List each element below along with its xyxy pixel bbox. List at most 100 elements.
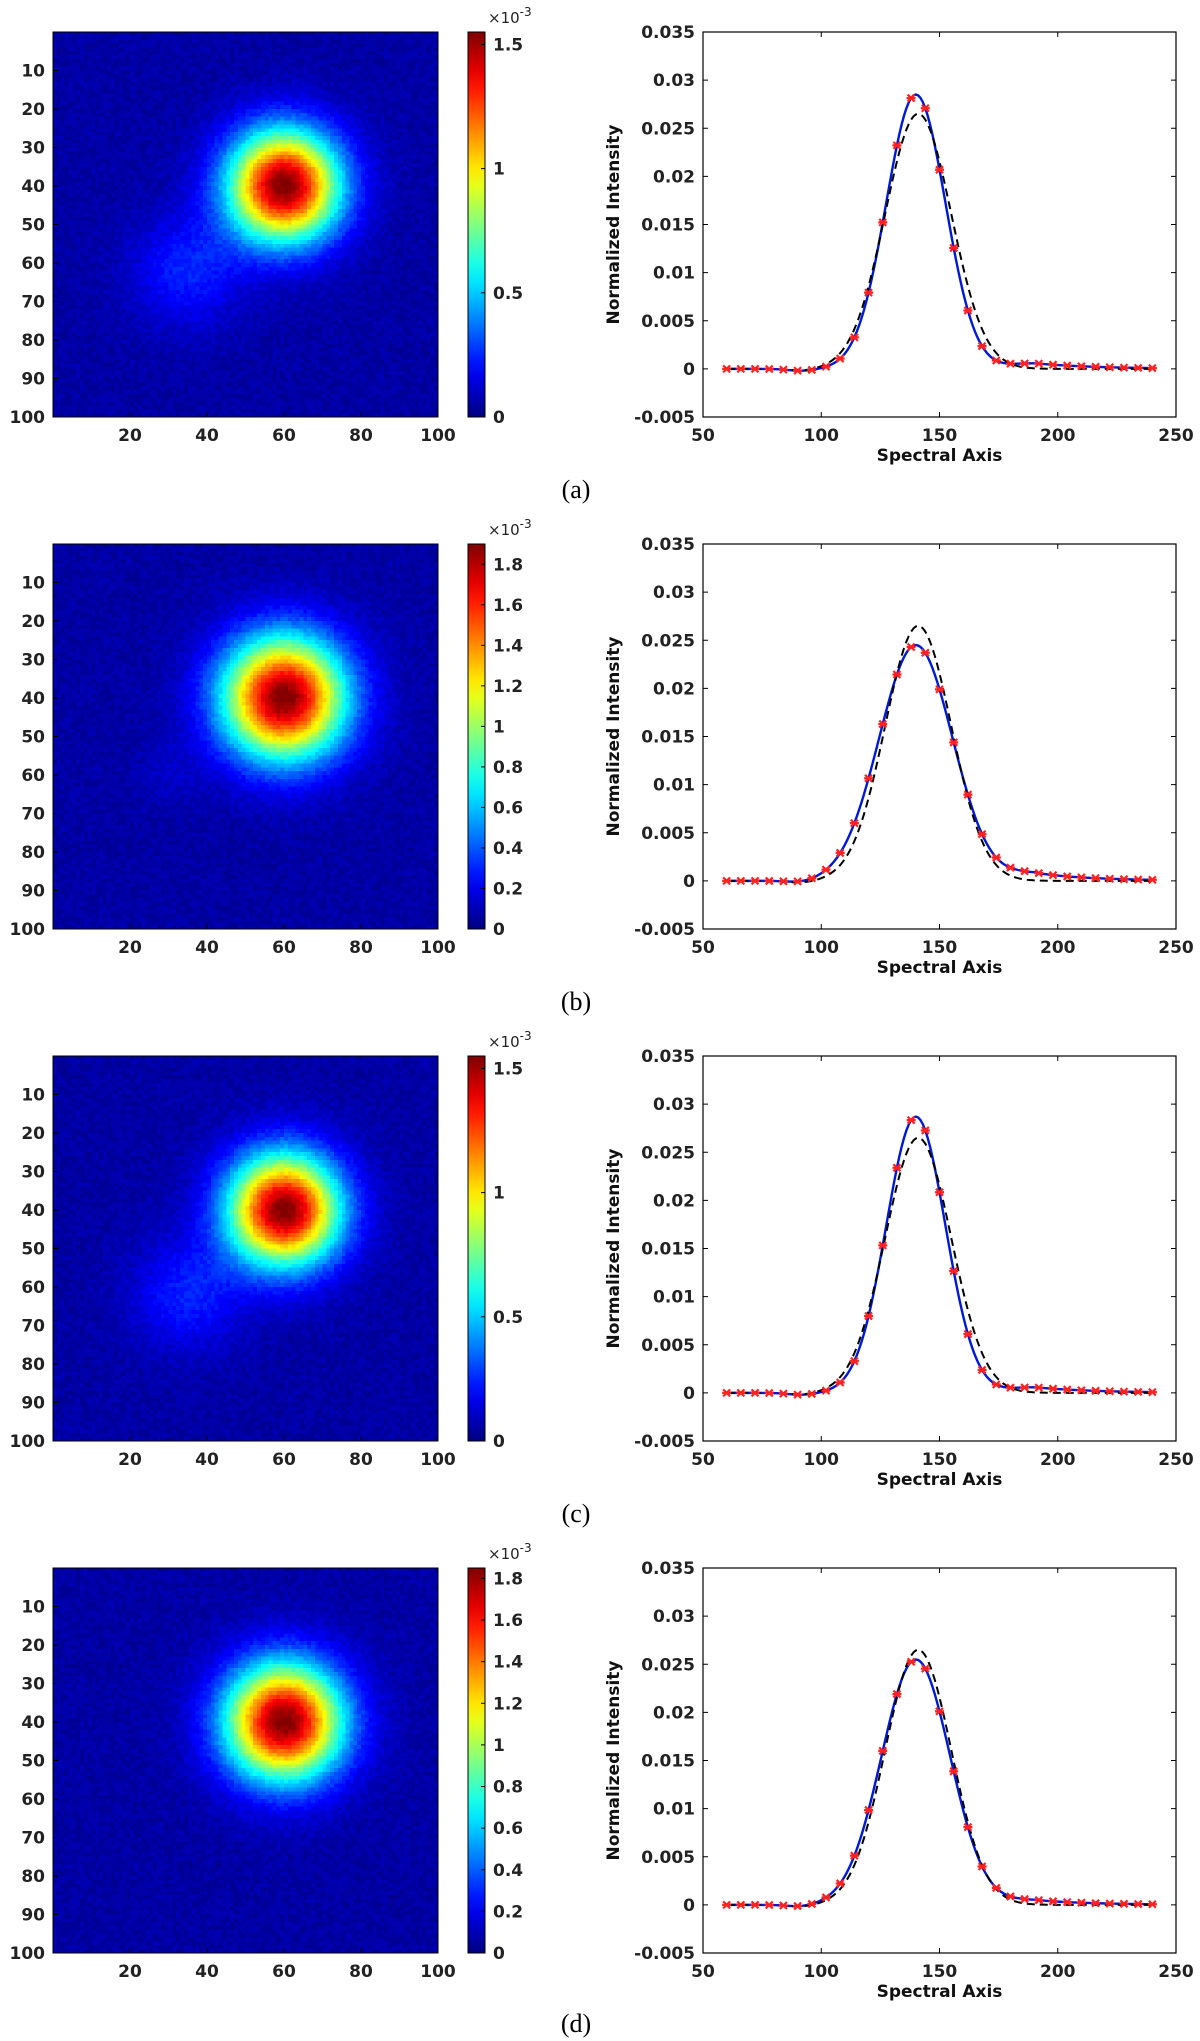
heatmap-xtick-label: 20	[118, 426, 142, 446]
colorbar-exponent-base: ×10	[488, 9, 520, 27]
spectrum-xtick-label: 150	[922, 1450, 958, 1470]
panel-caption: (c)	[562, 1499, 591, 1528]
series-markers	[722, 1115, 1157, 1399]
heatmap-xtick-label: 80	[349, 426, 373, 446]
colorbar-exponent: ×10-3	[488, 5, 532, 27]
colorbar-b: 0 0.2 0.4 0.6 0.8 1 1.2 1.4 1.6 1.8 ×10-3	[467, 517, 532, 940]
spectrum-ytick-label: 0.03	[653, 71, 695, 91]
data-point-marker	[1091, 1386, 1101, 1396]
spectrum-frame	[702, 1055, 1177, 1442]
spectrum-ytick-label: 0.025	[641, 1143, 695, 1163]
spectrum-xtick-label: 150	[922, 938, 958, 958]
data-point-marker	[991, 356, 1001, 365]
heatmap-ytick-label: 80	[21, 331, 45, 351]
data-point-marker	[807, 873, 817, 883]
data-point-marker	[1105, 1386, 1115, 1396]
plot-background	[703, 1568, 1176, 1953]
data-point-marker	[750, 364, 760, 374]
colorbar-exponent: ×10-3	[488, 1541, 532, 1563]
colorbar-exponent-base: ×10	[488, 1545, 520, 1563]
panel-caption: (b)	[561, 987, 591, 1016]
spectrum-ytick-label: -0.005	[634, 408, 695, 428]
spectrum-ytick-label: 0.035	[641, 1047, 695, 1067]
colorbar-gradient	[467, 1567, 486, 1954]
heatmap-image	[53, 1056, 438, 1441]
spectrum-xtick-label: 200	[1040, 1450, 1076, 1470]
data-point-marker	[991, 1883, 1001, 1893]
data-point-marker	[722, 1900, 732, 1910]
colorbar-gradient	[467, 31, 486, 418]
colorbar-tick-label: 0.8	[493, 758, 523, 778]
heatmap-ytick-label: 50	[21, 216, 45, 236]
spectrum-ytick-label: 0.03	[653, 583, 695, 603]
data-point-marker	[1034, 1383, 1044, 1392]
data-point-marker	[1034, 1895, 1044, 1905]
data-point-marker	[963, 306, 973, 315]
data-point-marker	[1133, 1387, 1143, 1397]
data-point-marker	[977, 1862, 987, 1871]
data-point-marker	[807, 1389, 817, 1399]
spectrum-xtick-label: 100	[804, 426, 840, 446]
heatmap-ytick-label: 80	[21, 1355, 45, 1375]
data-point-marker	[1048, 1384, 1058, 1393]
heatmap-d: 10 20 30 40 50 60 70 80 90 100 20 40 60 80 100	[10, 1567, 456, 1982]
data-point-marker	[849, 818, 859, 828]
colorbar-tick-label: 1	[493, 717, 505, 737]
data-point-marker	[807, 1899, 817, 1909]
spectrum-ytick-label: 0.005	[641, 824, 695, 844]
colorbar-tick-label: 0.5	[493, 1308, 523, 1328]
spectrum-ytick-label: 0.02	[653, 167, 695, 187]
data-point-marker	[722, 1388, 732, 1398]
spectrum-ytick-label: 0.03	[653, 1095, 695, 1115]
spectrum-a: -0.005 0 0.005 0.01 0.015 0.02 0.025 0.03 0.035 5…	[604, 23, 1194, 466]
data-point-marker	[1119, 1899, 1129, 1909]
panel-c: 10 20 30 40 50 60 70 80 90 100 20 40 60 80 100 0 0.5 1 1.5…	[10, 1029, 1194, 1528]
data-point-marker	[750, 876, 760, 886]
heatmap-xtick-label: 100	[420, 1450, 456, 1470]
data-point-marker	[949, 738, 959, 747]
data-point-marker	[1076, 1898, 1086, 1907]
data-point-marker	[793, 877, 803, 886]
data-point-marker	[821, 865, 831, 874]
data-point-marker	[892, 670, 902, 679]
data-point-marker	[764, 876, 774, 886]
spectrum-ytick-label: 0.015	[641, 1752, 695, 1772]
data-point-marker	[1062, 1385, 1072, 1394]
colorbar-tick-label: 0	[493, 1432, 505, 1452]
plot-background	[703, 544, 1176, 929]
colorbar-tick-label: 1.5	[493, 1059, 523, 1079]
data-point-marker	[778, 877, 788, 886]
data-point-marker	[1133, 875, 1143, 884]
data-point-marker	[736, 876, 746, 886]
heatmap-ytick-label: 100	[10, 920, 46, 940]
data-point-marker	[821, 1893, 831, 1902]
heatmap-ytick-label: 30	[21, 651, 45, 671]
colorbar-exponent-base: ×10	[488, 1033, 520, 1051]
spectrum-ytick-label: 0.01	[653, 776, 695, 796]
data-point-marker	[1091, 873, 1101, 883]
heatmap-ytick-label: 90	[21, 882, 45, 902]
heatmap-c: 10 20 30 40 50 60 70 80 90 100 20 40 60 80 100	[10, 1055, 456, 1470]
data-point-marker	[1147, 875, 1157, 885]
series-markers	[722, 93, 1157, 375]
heatmap-b: 10 20 30 40 50 60 70 80 90 100 20 40 60 80 100	[10, 543, 456, 958]
spectrum-ytick-label: 0	[683, 872, 695, 892]
data-point-marker	[1076, 362, 1086, 371]
data-point-marker	[821, 362, 831, 371]
colorbar-exponent-power: -3	[520, 517, 532, 531]
spectrum-ytick-label: 0.02	[653, 679, 695, 699]
heatmap-xtick-label: 60	[272, 426, 296, 446]
data-point-marker	[892, 141, 902, 150]
panel-caption: (d)	[561, 2009, 591, 2038]
heatmap-ytick-label: 60	[21, 1278, 45, 1298]
panel-a: 10 20 30 40 50 60 70 80 90 100 20 40 60 80 100 0 0.5 1 1.5…	[10, 5, 1194, 504]
spectrum-xtick-label: 250	[1158, 1962, 1194, 1982]
data-point-marker	[920, 1126, 930, 1135]
data-point-marker	[1076, 1386, 1086, 1395]
colorbar-exponent: ×10-3	[488, 1029, 532, 1051]
colorbar-tick-label: 0.2	[493, 879, 523, 899]
data-point-marker	[892, 1163, 902, 1173]
colorbar-tick-label: 0.2	[493, 1902, 523, 1922]
